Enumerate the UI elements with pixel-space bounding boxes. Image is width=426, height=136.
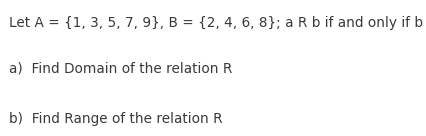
Text: a)  Find Domain of the relation R: a) Find Domain of the relation R: [9, 61, 233, 75]
Text: Let A = {1, 3, 5, 7, 9}, B = {2, 4, 6, 8}; a R b if and only if b < a: Let A = {1, 3, 5, 7, 9}, B = {2, 4, 6, 8…: [9, 16, 426, 30]
Text: b)  Find Range of the relation R: b) Find Range of the relation R: [9, 112, 223, 126]
